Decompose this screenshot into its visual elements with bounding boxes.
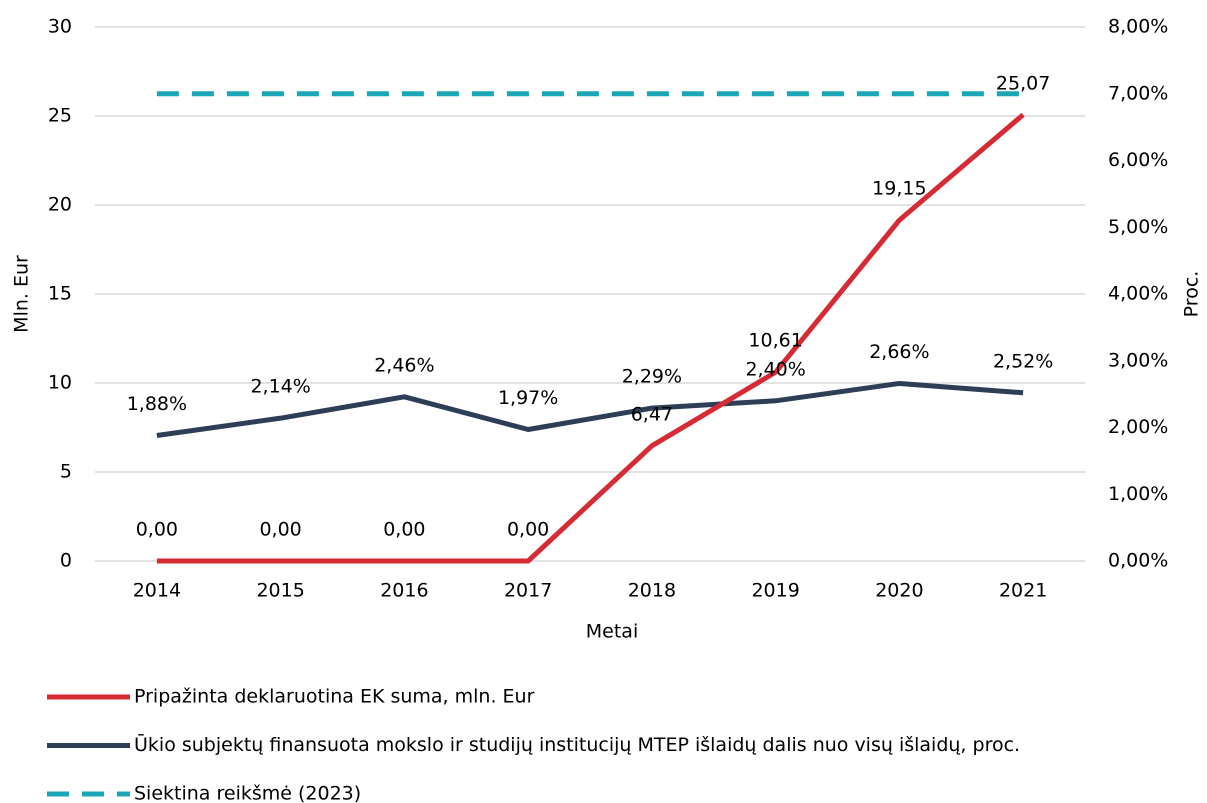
x-tick-label: 2020 (875, 580, 923, 602)
y-tick-label: 25 (48, 105, 72, 127)
x-tick-label: 2016 (380, 580, 428, 602)
x-tick-label: 2017 (504, 580, 552, 602)
y2-tick-label: 7,00% (1108, 82, 1168, 104)
data-label: 19,15 (872, 178, 926, 200)
data-label: 2,46% (374, 354, 434, 376)
legend-label: Pripažinta deklaruotina EK suma, mln. Eu… (134, 686, 535, 708)
y-axis-title: Mln. Eur (11, 255, 33, 333)
series-line (156, 112, 1025, 564)
data-label: 2,40% (745, 358, 805, 380)
data-label: 0,00 (259, 519, 301, 541)
legend-label: Siektina reikšmė (2023) (134, 783, 361, 803)
x-tick-label: 2021 (999, 580, 1047, 602)
y-tick-label: 10 (48, 372, 72, 394)
y2-tick-label: 0,00% (1108, 550, 1168, 572)
y-tick-label: 20 (48, 194, 72, 216)
y-tick-label: 30 (48, 16, 72, 38)
y2-tick-label: 2,00% (1108, 416, 1168, 438)
data-label: 6,47 (631, 403, 673, 425)
data-label: 2,29% (622, 366, 682, 388)
y-tick-label: 0 (60, 550, 72, 572)
y-tick-label: 5 (60, 461, 72, 483)
data-label: 2,52% (993, 350, 1053, 372)
data-label: 10,61 (748, 330, 802, 352)
y2-axis-title: Proc. (1181, 271, 1203, 318)
y2-tick-label: 8,00% (1108, 16, 1168, 38)
data-label: 1,97% (498, 387, 558, 409)
y2-tick-label: 6,00% (1108, 149, 1168, 171)
legend-label: Ūkio subjektų finansuota mokslo ir studi… (134, 732, 1020, 756)
data-label: 25,07 (996, 72, 1050, 94)
data-label: 1,88% (127, 393, 187, 415)
y2-tick-label: 4,00% (1108, 283, 1168, 305)
data-label: 0,00 (507, 519, 549, 541)
y-tick-label: 15 (48, 283, 72, 305)
y2-tick-label: 1,00% (1108, 483, 1168, 505)
series-line (156, 380, 1024, 438)
data-label: 0,00 (383, 519, 425, 541)
x-tick-label: 2019 (751, 580, 799, 602)
y2-tick-label: 5,00% (1108, 216, 1168, 238)
y2-tick-label: 3,00% (1108, 349, 1168, 371)
data-label: 2,14% (250, 376, 310, 398)
x-tick-label: 2018 (628, 580, 676, 602)
x-tick-label: 2015 (256, 580, 304, 602)
data-label: 0,00 (136, 519, 178, 541)
data-label: 2,66% (869, 341, 929, 363)
x-tick-label: 2014 (133, 580, 181, 602)
x-axis-title: Metai (586, 621, 638, 643)
